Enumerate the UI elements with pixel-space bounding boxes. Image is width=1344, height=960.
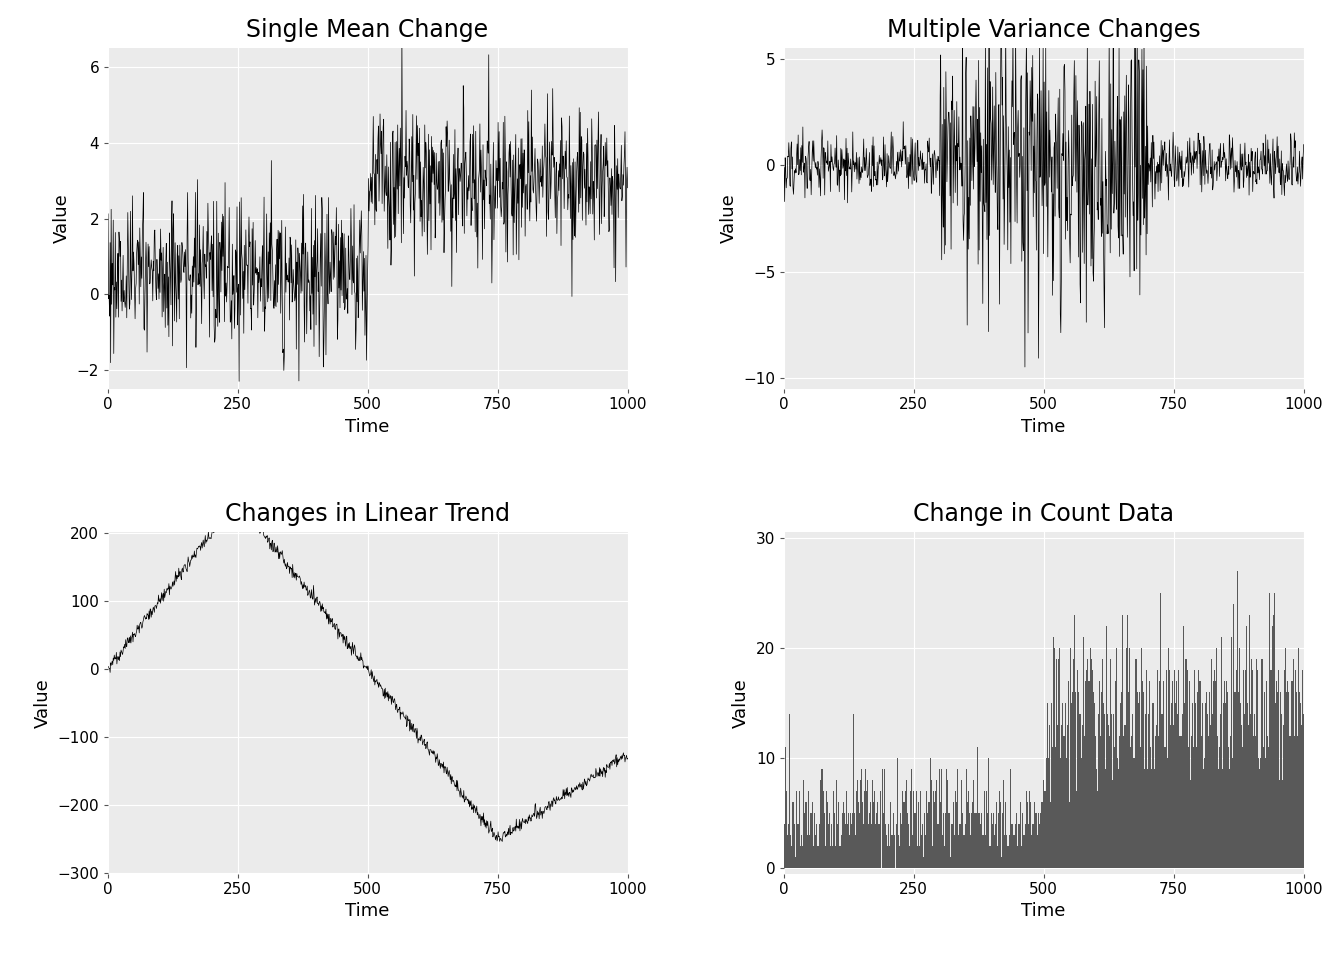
Y-axis label: Value: Value: [54, 194, 71, 244]
Y-axis label: Value: Value: [732, 678, 750, 728]
Title: Multiple Variance Changes: Multiple Variance Changes: [887, 18, 1200, 42]
Title: Changes in Linear Trend: Changes in Linear Trend: [224, 502, 511, 526]
Y-axis label: Value: Value: [720, 194, 738, 244]
X-axis label: Time: Time: [1021, 902, 1066, 921]
X-axis label: Time: Time: [1021, 418, 1066, 436]
Title: Single Mean Change: Single Mean Change: [246, 18, 489, 42]
Y-axis label: Value: Value: [34, 678, 52, 728]
X-axis label: Time: Time: [345, 418, 390, 436]
X-axis label: Time: Time: [345, 902, 390, 921]
Title: Change in Count Data: Change in Count Data: [913, 502, 1175, 526]
